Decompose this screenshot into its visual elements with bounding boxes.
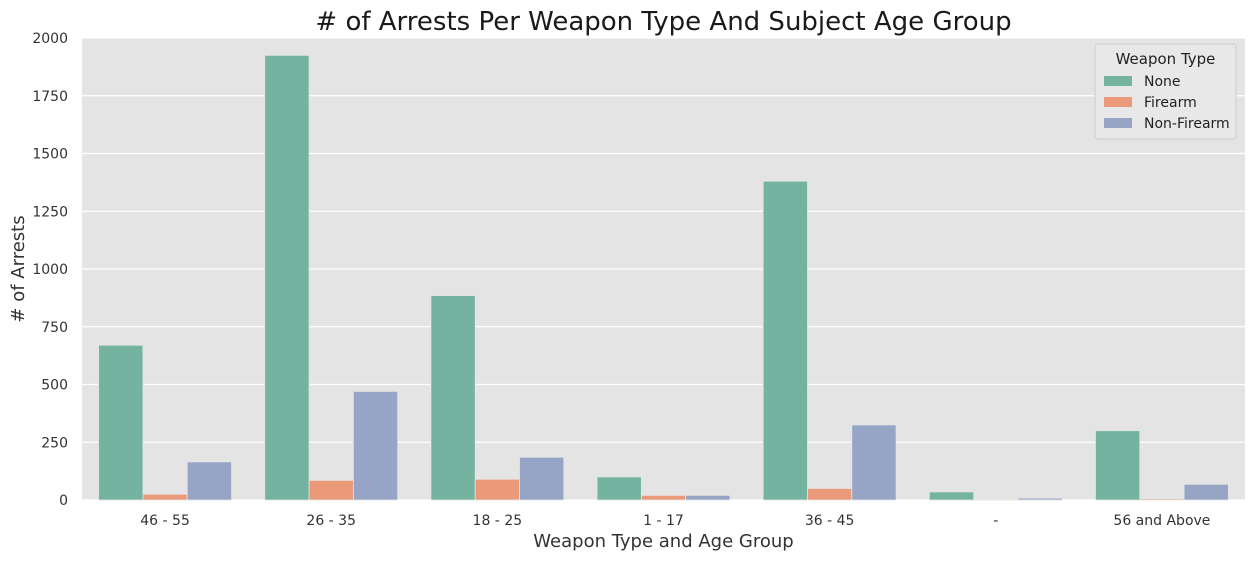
bar-non-firearm xyxy=(352,391,399,501)
bar-firearm xyxy=(308,479,354,501)
legend-label: None xyxy=(1144,74,1181,90)
y-tick-label: 1000 xyxy=(32,262,68,278)
bar-firearm xyxy=(142,493,188,501)
legend-swatch xyxy=(1104,76,1132,86)
x-tick-label: 18 - 25 xyxy=(473,513,523,529)
bar-none xyxy=(264,54,310,501)
x-tick-label: 1 - 17 xyxy=(643,513,684,529)
y-tick-label: 750 xyxy=(41,320,68,336)
x-tick-label: 46 - 55 xyxy=(140,513,190,529)
bar-none xyxy=(430,295,476,501)
bars xyxy=(98,54,1229,501)
bar-non-firearm xyxy=(685,494,731,501)
bar-non-firearm xyxy=(1017,497,1063,501)
x-tick-label: 36 - 45 xyxy=(805,513,855,529)
y-axis-title: # of Arrests xyxy=(8,215,29,322)
legend-label: Non-Firearm xyxy=(1144,116,1230,132)
y-axis-ticks: 0 250 500 750 1000 1250 1500 1750 2000 xyxy=(32,31,68,509)
legend-title: Weapon Type xyxy=(1116,50,1216,68)
y-tick-label: 1750 xyxy=(32,89,68,105)
y-tick-label: 0 xyxy=(59,493,68,509)
bar-non-firearm xyxy=(186,461,232,501)
chart-title: # of Arrests Per Weapon Type And Subject… xyxy=(315,7,1011,37)
legend-swatch xyxy=(1104,97,1132,107)
x-tick-label: 26 - 35 xyxy=(306,513,356,529)
bar-firearm xyxy=(640,494,687,501)
bar-firearm xyxy=(807,488,853,501)
x-tick-label: 56 and Above xyxy=(1113,513,1210,529)
y-tick-label: 1250 xyxy=(32,204,68,220)
bar-non-firearm xyxy=(519,456,565,501)
bar-non-firearm xyxy=(1183,483,1229,501)
legend-box xyxy=(1094,43,1237,140)
bar-none xyxy=(762,180,808,501)
legend-label: Firearm xyxy=(1144,95,1197,111)
bar-firearm xyxy=(474,478,520,501)
x-tick-label: - xyxy=(993,513,998,529)
y-tick-label: 2000 xyxy=(32,31,68,47)
bar-firearm xyxy=(1139,498,1185,501)
legend: Weapon Type None Firearm Non-Firearm xyxy=(1094,43,1237,140)
x-axis-title: Weapon Type and Age Group xyxy=(533,531,793,552)
y-tick-label: 500 xyxy=(41,378,68,394)
bar-non-firearm xyxy=(851,424,897,501)
bar-none xyxy=(98,344,144,501)
bar-none xyxy=(928,491,975,501)
legend-swatch xyxy=(1104,118,1132,128)
y-tick-label: 1500 xyxy=(32,147,68,163)
legend-items: None Firearm Non-Firearm xyxy=(1104,74,1230,132)
x-axis-ticks: 46 - 55 26 - 35 18 - 25 1 - 17 36 - 45 - 56 an… xyxy=(140,513,1210,529)
y-tick-label: 250 xyxy=(41,435,68,451)
bar-none xyxy=(596,476,642,501)
bar-none xyxy=(1095,430,1141,501)
